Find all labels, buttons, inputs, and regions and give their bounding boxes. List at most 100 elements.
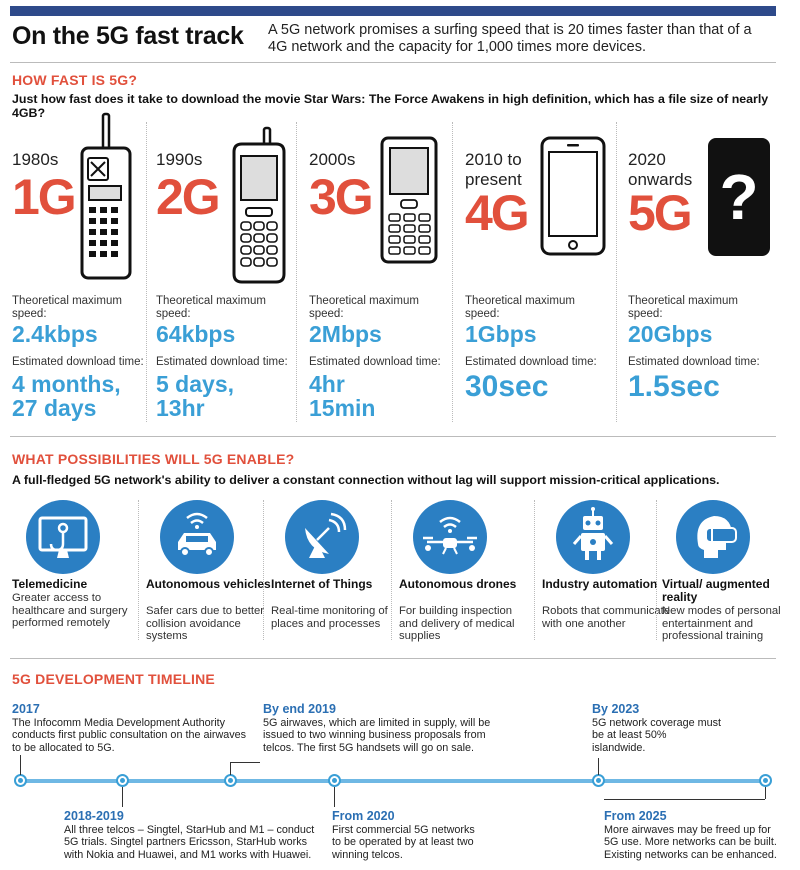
era-label: 2000s [309,150,356,169]
possibility-desc: Real-time monitoring of places and proce… [271,605,388,630]
generation-label: 4G [465,185,530,241]
possibility-desc: Safer cars due to better collision avoid… [146,605,265,642]
download-time: 30sec [465,370,549,403]
download-time: 1.5sec [628,370,720,403]
event-text: 5G network coverage must be at least 50%… [592,717,722,754]
timeline-dot [759,774,772,787]
section-heading-possibilities: WHAT POSSIBILITIES WILL 5G ENABLE? [12,451,295,467]
possibility-desc: New modes of personal entertainment and … [662,605,781,642]
generation-4g: 2010 to present 4G Theoretical maximum s… [465,110,615,430]
event-text: The Infocomm Media Development Authority… [12,717,247,754]
top-accent-bar [10,6,776,16]
era-label: 1990s [156,150,203,169]
connector [230,762,260,763]
speed-label: Theoretical maximum speed: [309,295,419,320]
possibility-telemedicine: Telemedicine Greater access to healthcar… [12,500,142,645]
download-time: 5 days, 13hr [156,371,234,421]
possibility-title: Autonomous drones [399,577,517,591]
connector [765,787,766,799]
divider [616,122,617,422]
possibility-industry-automation: Industry automation Robots that communic… [542,500,672,645]
divider [296,122,297,422]
section-heading-timeline: 5G DEVELOPMENT TIMELINE [12,671,215,687]
event-year: 2017 [12,702,40,716]
divider [656,500,657,640]
connector [334,787,335,807]
speed-label: Theoretical maximum speed: [12,295,122,320]
timeline-dot [224,774,237,787]
possibility-desc: For building inspection and delivery of … [399,605,515,642]
event-text: 5G airwaves, which are limited in supply… [263,717,491,754]
stethoscope-monitor-icon [26,500,100,574]
feature-phone-icon [380,136,438,264]
generation-label: 2G [156,169,221,225]
possibility-drones: Autonomous drones For building inspectio… [399,500,529,645]
event-text: More airwaves may be freed up for 5G use… [604,824,777,861]
event-year: By end 2019 [263,702,336,716]
era-label: 2010 to present [465,150,522,189]
speed-label: Theoretical maximum speed: [628,295,738,320]
timeline-dot [14,774,27,787]
generation-3g: 2000s 3G Theoretical maximum speed: 2Mbp… [309,110,459,430]
connector [604,799,765,800]
divider [146,122,147,422]
speed-label: Theoretical maximum speed: [156,295,266,320]
era-label: 2020 onwards [628,150,693,189]
satellite-dish-icon [285,500,359,574]
event-year: 2018-2019 [64,809,124,823]
speed-value: 64kbps [156,321,236,347]
connected-car-icon [160,500,234,574]
candybar-phone-icon [232,126,286,284]
generation-label: 5G [628,185,693,241]
generation-2g: 1990s 2G Theoretical maximum speed: 64kb… [156,110,306,430]
download-time: 4 months, 27 days [12,371,121,421]
divider [10,658,776,659]
possibility-title: Telemedicine [12,577,88,591]
speed-value: 2Mbps [309,321,382,347]
event-year: From 2025 [604,809,667,823]
generation-5g: 2020 onwards 5G ? Theoretical maximum sp… [628,110,778,430]
download-label: Estimated download time: [628,356,760,368]
possibility-desc: Robots that communicate with one another [542,605,671,630]
divider [534,500,535,640]
page-title: On the 5G fast track [12,22,244,50]
speed-value: 20Gbps [628,321,713,347]
speed-label: Theoretical maximum speed: [465,295,575,320]
brick-phone-icon [80,112,132,280]
timeline-event-2019: By end 2019 5G airwaves, which are limit… [263,702,508,754]
possibility-title: Internet of Things [271,577,373,591]
download-label: Estimated download time: [12,356,144,368]
download-label: Estimated download time: [465,356,597,368]
download-label: Estimated download time: [156,356,288,368]
divider [263,500,264,640]
generation-label: 3G [309,169,374,225]
robot-icon [556,500,630,574]
era-label: 1980s [12,150,59,169]
intro-text: A 5G network promises a surfing speed th… [268,22,752,55]
event-year: By 2023 [592,702,640,716]
smartphone-icon [540,136,606,256]
section-subheading-possibilities: A full-fledged 5G network's ability to d… [12,473,720,487]
timeline-event-2020: From 2020 First commercial 5G networks t… [332,809,477,861]
possibility-iot: Internet of Things Real-time monitoring … [271,500,401,645]
generation-1g: 1980s 1G Theoretical maximum speed: 2.4k… [12,110,162,430]
connector [598,758,599,775]
connector [122,787,123,807]
timeline-bar [20,779,766,783]
generation-label: 1G [12,169,77,225]
timeline-dot [328,774,341,787]
possibility-title: Virtual/ augmented reality [662,577,770,604]
possibility-autonomous-vehicles: Autonomous vehicles Safer cars due to be… [146,500,276,645]
divider [452,122,453,422]
section-subheading-speed: Just how fast does it take to download t… [12,92,769,120]
divider [391,500,392,640]
timeline-event-2018-2019: 2018-2019 All three telcos – Singtel, St… [64,809,324,861]
possibility-desc: Greater access to healthcare and surgery… [12,592,128,629]
speed-value: 1Gbps [465,321,537,347]
timeline-event-2023: By 2023 5G network coverage must be at l… [592,702,722,754]
timeline-event-2025: From 2025 More airwaves may be freed up … [604,809,784,861]
download-time: 4hr 15min [309,371,376,421]
divider [138,500,139,640]
possibility-title: Industry automation [542,577,658,591]
speed-value: 2.4kbps [12,321,98,347]
